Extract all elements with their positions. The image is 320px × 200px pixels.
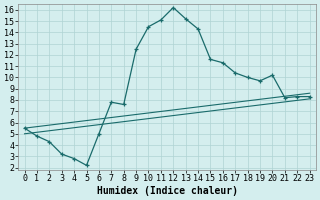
X-axis label: Humidex (Indice chaleur): Humidex (Indice chaleur) (97, 186, 237, 196)
